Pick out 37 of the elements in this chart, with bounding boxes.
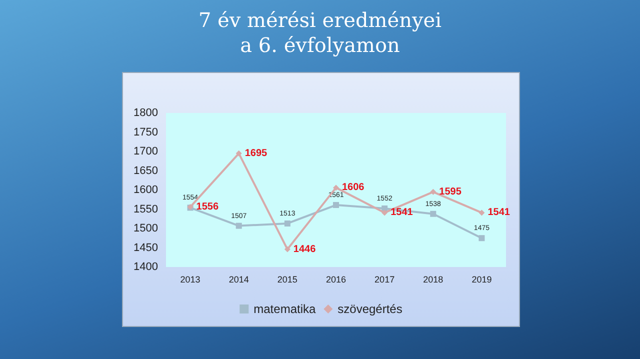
x-tick-label: 2017: [374, 274, 395, 284]
point: [236, 150, 242, 156]
point: [236, 222, 242, 229]
data-label: 1606: [342, 182, 365, 194]
y-tick-label: 1500: [134, 222, 158, 234]
data-label: 1446: [293, 244, 316, 255]
legend-label: matematika: [254, 302, 316, 316]
point: [478, 210, 485, 216]
x-tick-label: 2014: [228, 274, 249, 284]
legend-label: szövegértés: [338, 302, 402, 316]
y-tick-label: 1700: [134, 146, 158, 158]
y-tick-label: 1750: [134, 126, 158, 138]
y-tick-label: 1550: [134, 203, 158, 216]
y-tick-label: 1650: [134, 164, 158, 177]
data-label: 1695: [244, 148, 268, 159]
point: [430, 188, 436, 195]
chart-title: 7 év mérési eredményei a 6. évfolyamon: [197, 8, 443, 58]
point: [333, 184, 339, 191]
point: [333, 202, 339, 208]
data-label: 1556: [196, 201, 219, 212]
data-label: 1541: [488, 207, 510, 218]
point: [382, 210, 388, 216]
x-tick-label: 2019: [472, 274, 492, 284]
point: [284, 246, 290, 252]
y-tick-label: 1600: [134, 184, 158, 196]
x-tick-label: 2016: [326, 274, 346, 284]
point: [430, 210, 436, 217]
y-tick-label: 1400: [134, 261, 158, 273]
x-tick-label: 2018: [423, 274, 444, 284]
y-tick-label: 1450: [134, 242, 158, 254]
x-tick-label: 2013: [180, 274, 200, 284]
data-label: 1541: [390, 207, 414, 218]
point: [284, 220, 290, 226]
y-tick-label: 1800: [134, 107, 158, 119]
point: [478, 235, 485, 242]
x-tick-label: 2015: [277, 274, 298, 284]
data-label: 1595: [439, 186, 462, 198]
